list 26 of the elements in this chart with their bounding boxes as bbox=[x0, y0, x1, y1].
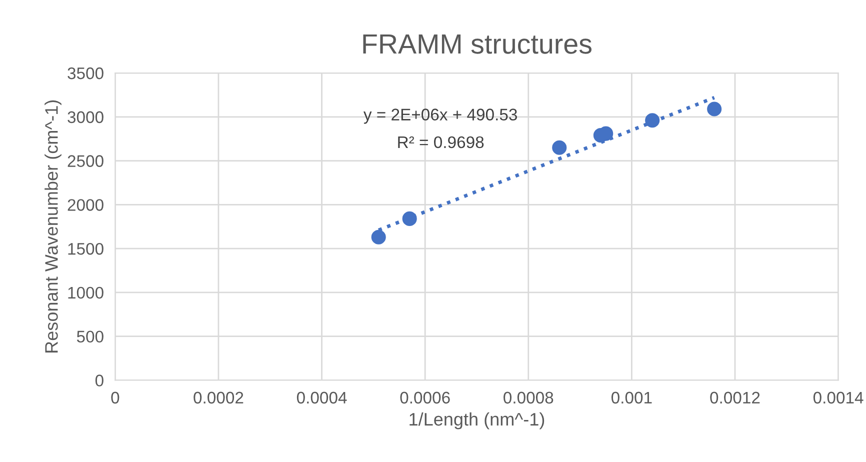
x-tick-label: 0.001 bbox=[611, 392, 652, 404]
y-tick-label: 0 bbox=[95, 374, 104, 386]
y-tick-label: 3500 bbox=[68, 67, 104, 80]
chart-title: FRAMM structures bbox=[363, 34, 592, 54]
y-tick-label: 1000 bbox=[68, 286, 104, 299]
annotation: y = 2E+06x + 490.53 bbox=[363, 108, 517, 124]
point bbox=[707, 102, 722, 116]
annotation: R² = 0.9698 bbox=[398, 136, 484, 148]
point bbox=[645, 113, 660, 128]
x-tick-label: 0.0006 bbox=[400, 392, 450, 404]
point bbox=[402, 211, 417, 226]
y-axis-title: Resonant Wavenumber (cm^-1) bbox=[44, 100, 62, 352]
y-tick-label: 3000 bbox=[68, 111, 104, 124]
point bbox=[552, 140, 567, 155]
x-tick-label: 0.0004 bbox=[296, 392, 347, 404]
y-tick-label: 2000 bbox=[68, 199, 104, 211]
x-tick-label: 0.0014 bbox=[813, 392, 864, 404]
y-tick-label: 2500 bbox=[68, 155, 104, 167]
x-tick-label: 0 bbox=[111, 392, 120, 404]
x-tick-label: 0.0002 bbox=[194, 392, 244, 404]
y-tick-label: 500 bbox=[76, 330, 104, 343]
point bbox=[371, 230, 386, 244]
x-axis-title: 1/Length (nm^-1) bbox=[410, 412, 544, 430]
x-tick-label: 0.0012 bbox=[710, 392, 760, 404]
x-tick-label: 0.0008 bbox=[504, 392, 554, 404]
y-tick-label: 1500 bbox=[68, 242, 104, 255]
